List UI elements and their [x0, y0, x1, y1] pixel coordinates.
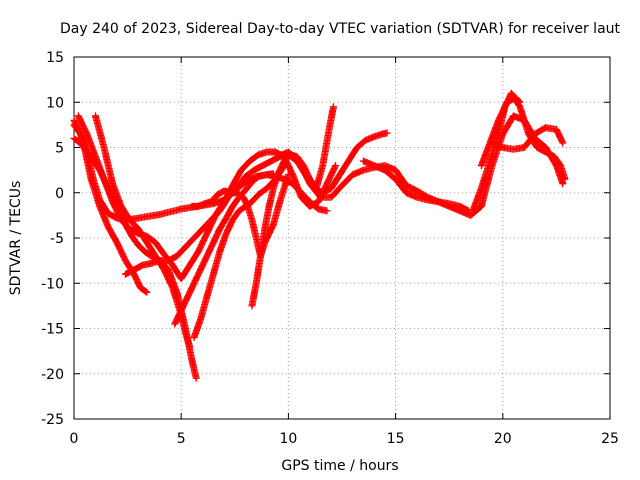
y-tick-label: -25: [41, 412, 64, 428]
series-arc-14: [488, 124, 567, 153]
data-point-marker: [142, 287, 150, 295]
y-tick-label: -20: [41, 367, 64, 383]
x-tick-label: 0: [70, 431, 79, 447]
data-series: [70, 89, 569, 382]
x-tick-labels: 0 5 10 15 20 25: [70, 431, 619, 447]
y-tick-label: 5: [55, 141, 64, 157]
data-point-marker: [561, 175, 569, 183]
y-tick-labels: -25 -20 -15 -10 -5 0 5 10 15: [41, 50, 64, 428]
data-point-marker: [284, 171, 292, 179]
x-tick-label: 20: [494, 431, 512, 447]
data-point-marker: [192, 374, 200, 382]
y-tick-label: -15: [41, 322, 64, 338]
y-tick-label: 15: [46, 50, 64, 66]
axis-ticks: [73, 56, 611, 420]
data-point-marker: [329, 103, 337, 111]
data-point-marker: [186, 343, 194, 351]
x-tick-label: 5: [177, 431, 186, 447]
y-axis-label: SDTVAR / TECUs: [8, 181, 24, 296]
series-arc-12: [359, 112, 567, 219]
data-point-marker: [383, 129, 391, 137]
data-point-marker: [559, 180, 567, 188]
data-point-marker: [332, 162, 340, 170]
data-point-marker: [323, 207, 331, 215]
x-tick-label: 10: [279, 431, 297, 447]
chart-title: Day 240 of 2023, Sidereal Day-to-day VTE…: [60, 21, 621, 37]
y-tick-label: -10: [41, 276, 64, 292]
data-point-marker: [331, 163, 339, 171]
x-tick-label: 25: [601, 431, 619, 447]
y-tick-label: 0: [55, 186, 64, 202]
x-tick-label: 15: [387, 431, 405, 447]
series-arc-10: [248, 103, 337, 310]
data-point-marker: [515, 97, 523, 105]
grid-lines: [74, 57, 610, 419]
data-point-marker: [559, 139, 567, 147]
x-axis-label: GPS time / hours: [281, 458, 398, 474]
data-point-marker: [516, 98, 524, 106]
series-arc-15: [477, 94, 524, 170]
data-point-marker: [143, 288, 151, 296]
series-arc-9: [188, 171, 292, 260]
y-tick-label: 10: [46, 95, 64, 111]
y-tick-label: -5: [50, 231, 64, 247]
